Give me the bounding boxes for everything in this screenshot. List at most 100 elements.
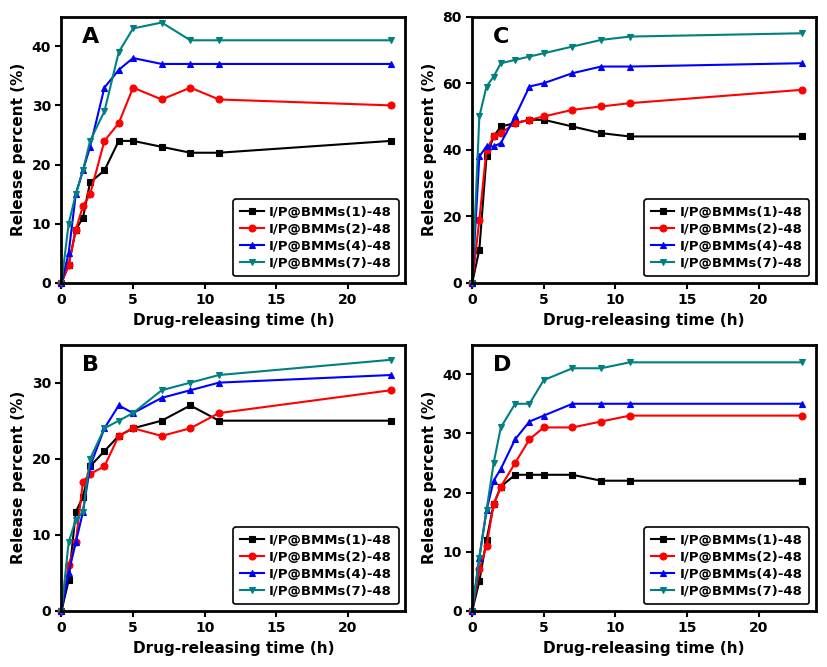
I/P@BMMs(2)-48 (496, 129, 506, 137)
I/P@BMMs(1)-48 (475, 578, 485, 586)
I/P@BMMs(7)-48 (567, 43, 577, 51)
I/P@BMMs(2)-48 (386, 386, 396, 394)
I/P@BMMs(4)-48 (85, 462, 95, 470)
I/P@BMMs(7)-48 (596, 364, 606, 372)
I/P@BMMs(1)-48 (489, 500, 499, 508)
I/P@BMMs(2)-48 (510, 119, 520, 127)
I/P@BMMs(1)-48 (496, 483, 506, 491)
I/P@BMMs(2)-48 (567, 106, 577, 114)
I/P@BMMs(4)-48 (524, 418, 534, 426)
I/P@BMMs(1)-48 (596, 129, 606, 137)
I/P@BMMs(2)-48 (481, 542, 491, 550)
I/P@BMMs(7)-48 (796, 358, 806, 366)
I/P@BMMs(1)-48 (510, 471, 520, 479)
I/P@BMMs(2)-48 (157, 95, 167, 103)
Text: B: B (82, 356, 99, 376)
Line: I/P@BMMs(2)-48: I/P@BMMs(2)-48 (469, 412, 805, 614)
I/P@BMMs(2)-48 (596, 418, 606, 426)
I/P@BMMs(7)-48 (214, 36, 224, 44)
Line: I/P@BMMs(7)-48: I/P@BMMs(7)-48 (58, 19, 394, 286)
I/P@BMMs(1)-48 (524, 116, 534, 124)
I/P@BMMs(2)-48 (524, 116, 534, 124)
I/P@BMMs(4)-48 (214, 379, 224, 387)
I/P@BMMs(1)-48 (481, 153, 491, 161)
I/P@BMMs(7)-48 (567, 364, 577, 372)
Y-axis label: Release percent (%): Release percent (%) (422, 63, 437, 236)
I/P@BMMs(7)-48 (157, 19, 167, 27)
I/P@BMMs(1)-48 (539, 116, 549, 124)
I/P@BMMs(4)-48 (71, 538, 81, 546)
Line: I/P@BMMs(7)-48: I/P@BMMs(7)-48 (58, 356, 394, 614)
I/P@BMMs(1)-48 (796, 477, 806, 485)
Line: I/P@BMMs(4)-48: I/P@BMMs(4)-48 (58, 55, 394, 286)
I/P@BMMs(7)-48 (524, 400, 534, 408)
I/P@BMMs(7)-48 (624, 33, 634, 41)
Line: I/P@BMMs(2)-48: I/P@BMMs(2)-48 (58, 84, 394, 286)
I/P@BMMs(4)-48 (475, 554, 485, 562)
I/P@BMMs(4)-48 (85, 143, 95, 151)
I/P@BMMs(7)-48 (128, 409, 138, 417)
I/P@BMMs(7)-48 (624, 358, 634, 366)
I/P@BMMs(4)-48 (56, 607, 66, 615)
I/P@BMMs(2)-48 (475, 215, 485, 223)
I/P@BMMs(4)-48 (64, 249, 74, 257)
I/P@BMMs(4)-48 (624, 63, 634, 71)
I/P@BMMs(7)-48 (114, 48, 124, 56)
Legend: I/P@BMMs(1)-48, I/P@BMMs(2)-48, I/P@BMMs(4)-48, I/P@BMMs(7)-48: I/P@BMMs(1)-48, I/P@BMMs(2)-48, I/P@BMMs… (233, 199, 399, 276)
I/P@BMMs(4)-48 (114, 402, 124, 410)
I/P@BMMs(7)-48 (481, 83, 491, 91)
I/P@BMMs(1)-48 (567, 123, 577, 131)
I/P@BMMs(4)-48 (596, 400, 606, 408)
I/P@BMMs(1)-48 (157, 417, 167, 425)
I/P@BMMs(2)-48 (99, 137, 109, 145)
I/P@BMMs(2)-48 (489, 500, 499, 508)
Legend: I/P@BMMs(1)-48, I/P@BMMs(2)-48, I/P@BMMs(4)-48, I/P@BMMs(7)-48: I/P@BMMs(1)-48, I/P@BMMs(2)-48, I/P@BMMs… (644, 199, 810, 276)
I/P@BMMs(2)-48 (71, 225, 81, 233)
I/P@BMMs(2)-48 (56, 607, 66, 615)
I/P@BMMs(1)-48 (467, 279, 477, 287)
I/P@BMMs(2)-48 (56, 279, 66, 287)
I/P@BMMs(2)-48 (78, 202, 88, 210)
I/P@BMMs(4)-48 (539, 412, 549, 420)
I/P@BMMs(4)-48 (128, 54, 138, 62)
I/P@BMMs(4)-48 (796, 400, 806, 408)
I/P@BMMs(4)-48 (539, 79, 549, 87)
I/P@BMMs(4)-48 (157, 60, 167, 68)
I/P@BMMs(7)-48 (99, 424, 109, 432)
I/P@BMMs(2)-48 (78, 478, 88, 486)
I/P@BMMs(2)-48 (214, 95, 224, 103)
I/P@BMMs(4)-48 (475, 153, 485, 161)
I/P@BMMs(2)-48 (796, 86, 806, 94)
I/P@BMMs(1)-48 (56, 279, 66, 287)
I/P@BMMs(4)-48 (481, 506, 491, 514)
I/P@BMMs(1)-48 (496, 123, 506, 131)
I/P@BMMs(2)-48 (185, 83, 195, 91)
I/P@BMMs(7)-48 (496, 424, 506, 432)
Y-axis label: Release percent (%): Release percent (%) (422, 391, 437, 564)
I/P@BMMs(1)-48 (99, 447, 109, 455)
I/P@BMMs(2)-48 (64, 561, 74, 569)
Y-axis label: Release percent (%): Release percent (%) (11, 391, 26, 564)
X-axis label: Drug-releasing time (h): Drug-releasing time (h) (132, 313, 334, 328)
I/P@BMMs(4)-48 (467, 279, 477, 287)
I/P@BMMs(2)-48 (539, 424, 549, 432)
I/P@BMMs(7)-48 (85, 137, 95, 145)
I/P@BMMs(4)-48 (567, 400, 577, 408)
I/P@BMMs(7)-48 (539, 376, 549, 384)
I/P@BMMs(2)-48 (567, 424, 577, 432)
I/P@BMMs(1)-48 (85, 178, 95, 186)
I/P@BMMs(7)-48 (489, 73, 499, 81)
I/P@BMMs(4)-48 (796, 59, 806, 67)
I/P@BMMs(2)-48 (214, 409, 224, 417)
I/P@BMMs(7)-48 (475, 113, 485, 121)
I/P@BMMs(7)-48 (489, 459, 499, 467)
Line: I/P@BMMs(4)-48: I/P@BMMs(4)-48 (469, 60, 805, 286)
I/P@BMMs(1)-48 (64, 261, 74, 269)
I/P@BMMs(4)-48 (56, 279, 66, 287)
Legend: I/P@BMMs(1)-48, I/P@BMMs(2)-48, I/P@BMMs(4)-48, I/P@BMMs(7)-48: I/P@BMMs(1)-48, I/P@BMMs(2)-48, I/P@BMMs… (644, 527, 810, 604)
I/P@BMMs(2)-48 (624, 412, 634, 420)
I/P@BMMs(1)-48 (596, 477, 606, 485)
I/P@BMMs(7)-48 (78, 167, 88, 175)
I/P@BMMs(1)-48 (56, 607, 66, 615)
I/P@BMMs(4)-48 (78, 508, 88, 516)
